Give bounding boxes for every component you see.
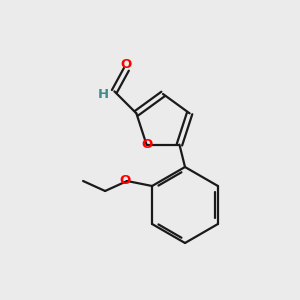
Text: H: H: [98, 88, 109, 101]
Text: O: O: [121, 58, 132, 71]
Text: O: O: [119, 175, 131, 188]
Text: O: O: [141, 138, 152, 151]
